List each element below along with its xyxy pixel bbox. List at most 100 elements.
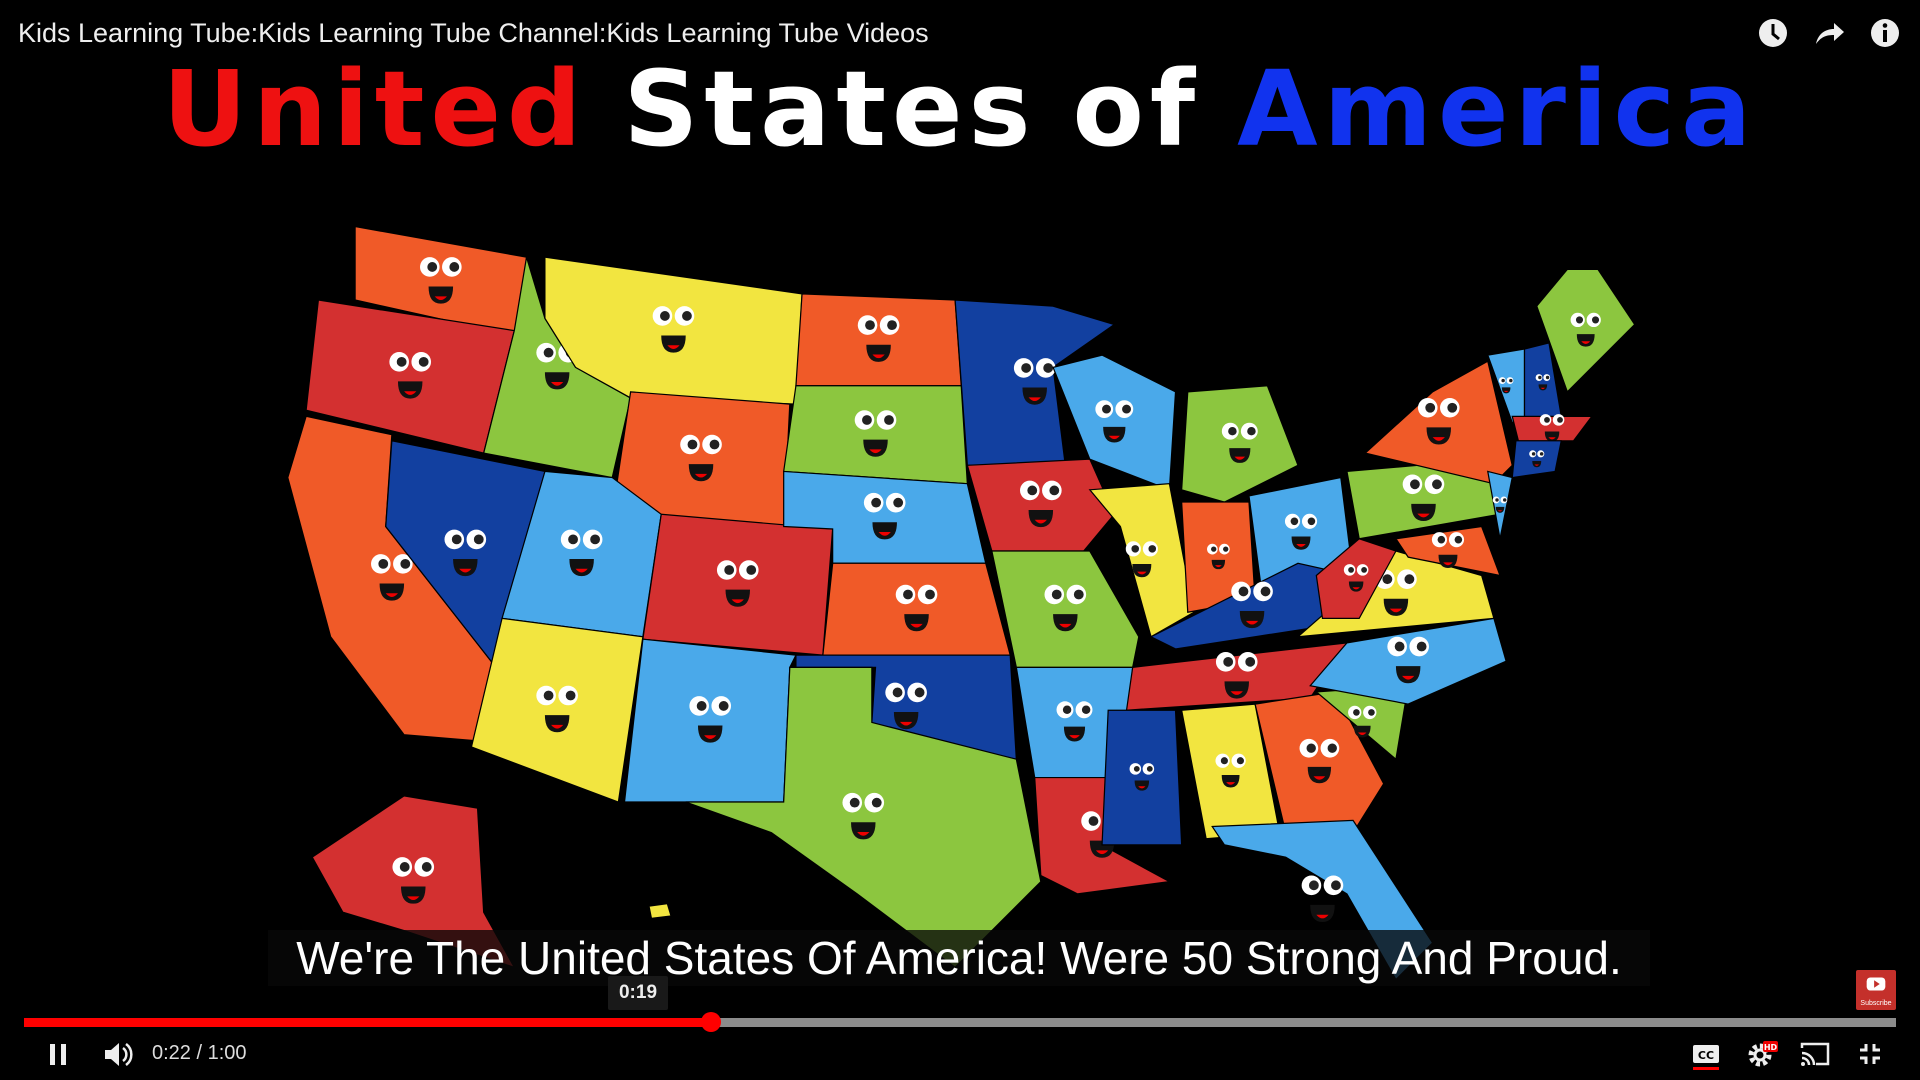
cast-icon — [1800, 1042, 1830, 1066]
state-face — [536, 685, 578, 733]
state-face — [863, 492, 906, 540]
state-face — [1492, 496, 1508, 513]
state-face — [1348, 705, 1377, 738]
captions-button[interactable]: CC — [1688, 1036, 1724, 1072]
video-heading: United States of America — [0, 48, 1920, 170]
state-face — [1013, 358, 1056, 405]
share-icon — [1816, 23, 1844, 44]
state-ma — [1511, 415, 1594, 442]
state-md — [1394, 525, 1501, 577]
state-face — [1417, 397, 1460, 445]
state-face — [389, 352, 432, 399]
cc-icon: CC — [1693, 1045, 1719, 1070]
heading-word-of: of — [1072, 48, 1202, 170]
mute-button[interactable] — [100, 1036, 136, 1072]
state-sd — [782, 385, 969, 485]
state-face — [1299, 738, 1340, 784]
svg-text:CC: CC — [1698, 1049, 1714, 1062]
state-face — [444, 529, 487, 577]
heading-word-america: America — [1237, 48, 1758, 170]
volume-icon — [105, 1042, 133, 1067]
state-face — [1539, 414, 1565, 442]
player-controls: 0:22 / 1:00 CC HD — [0, 1034, 1920, 1074]
state-face — [1215, 652, 1258, 699]
state-face — [371, 554, 413, 601]
state-face — [1129, 763, 1155, 791]
top-actions — [1756, 16, 1902, 50]
state-face — [1535, 374, 1551, 391]
state-face — [392, 857, 435, 904]
state-face — [1387, 636, 1429, 684]
hd-badge: HD — [1764, 1043, 1778, 1052]
state-face — [1207, 543, 1230, 570]
hover-time-tooltip: 0:19 — [608, 976, 668, 1010]
cast-button[interactable] — [1797, 1036, 1833, 1072]
state-face — [689, 696, 732, 743]
state-face — [842, 792, 885, 840]
state-face — [1095, 400, 1134, 443]
time-display: 0:22 / 1:00 — [152, 1042, 247, 1064]
video-title[interactable]: Kids Learning Tube:Kids Learning Tube Ch… — [18, 18, 929, 48]
state-co — [642, 513, 834, 656]
state-face — [420, 257, 462, 304]
state-face — [1529, 450, 1545, 468]
state-nj — [1486, 470, 1513, 539]
state-face — [1343, 564, 1369, 592]
exit-fullscreen-button[interactable] — [1852, 1036, 1888, 1072]
state-face — [1375, 569, 1417, 616]
state-ia — [966, 458, 1116, 552]
state-az — [470, 617, 644, 803]
state-face — [857, 315, 900, 362]
state-wv — [1315, 538, 1397, 619]
exit-fullscreen-icon — [1860, 1044, 1880, 1064]
heading-word-united: United — [162, 48, 588, 170]
state-face — [652, 306, 695, 353]
state-face — [716, 560, 759, 607]
state-ny — [1364, 360, 1513, 485]
state-ks — [822, 562, 1012, 656]
share-button[interactable] — [1812, 16, 1846, 50]
subscribe-label: Subscribe — [1860, 1000, 1892, 1007]
pause-icon — [50, 1044, 66, 1065]
state-wi — [1052, 354, 1177, 491]
state-face — [1284, 513, 1318, 550]
state-face — [1498, 377, 1514, 394]
state-me — [1536, 268, 1636, 393]
state-face — [1431, 532, 1465, 569]
state-mi — [1181, 385, 1299, 503]
info-button[interactable] — [1868, 16, 1902, 50]
state-ct — [1511, 440, 1562, 479]
state-face — [1221, 422, 1258, 463]
clock-icon — [1759, 19, 1787, 47]
state-face — [895, 584, 938, 632]
state-ms — [1101, 709, 1183, 846]
progress-played — [24, 1018, 712, 1027]
state-face — [1402, 474, 1445, 522]
state-face — [1020, 480, 1062, 528]
state-nc — [1309, 617, 1507, 705]
state-face — [854, 410, 897, 457]
subscribe-watermark[interactable]: Subscribe — [1856, 970, 1896, 1010]
pause-button[interactable] — [40, 1036, 76, 1072]
state-face — [1570, 312, 1601, 347]
info-icon — [1871, 19, 1899, 47]
subtitle-caption: We're The United States Of America! Were… — [268, 930, 1650, 986]
state-mo — [991, 550, 1140, 668]
state-face — [885, 682, 927, 730]
state-nd — [795, 293, 962, 387]
state-face — [560, 529, 603, 577]
state-hi — [648, 903, 672, 920]
state-nm — [623, 638, 797, 803]
youtube-logo-icon — [1866, 977, 1886, 991]
progress-bar[interactable] — [24, 1012, 1896, 1032]
heading-word-states: States — [623, 48, 1037, 170]
watch-later-button[interactable] — [1756, 16, 1790, 50]
state-il — [1088, 483, 1195, 638]
state-face — [1125, 541, 1158, 578]
state-face — [1231, 581, 1273, 629]
state-face — [1044, 584, 1087, 632]
scrubber-handle[interactable] — [701, 1012, 722, 1032]
settings-button[interactable]: HD — [1744, 1036, 1780, 1072]
state-face — [1215, 753, 1246, 788]
